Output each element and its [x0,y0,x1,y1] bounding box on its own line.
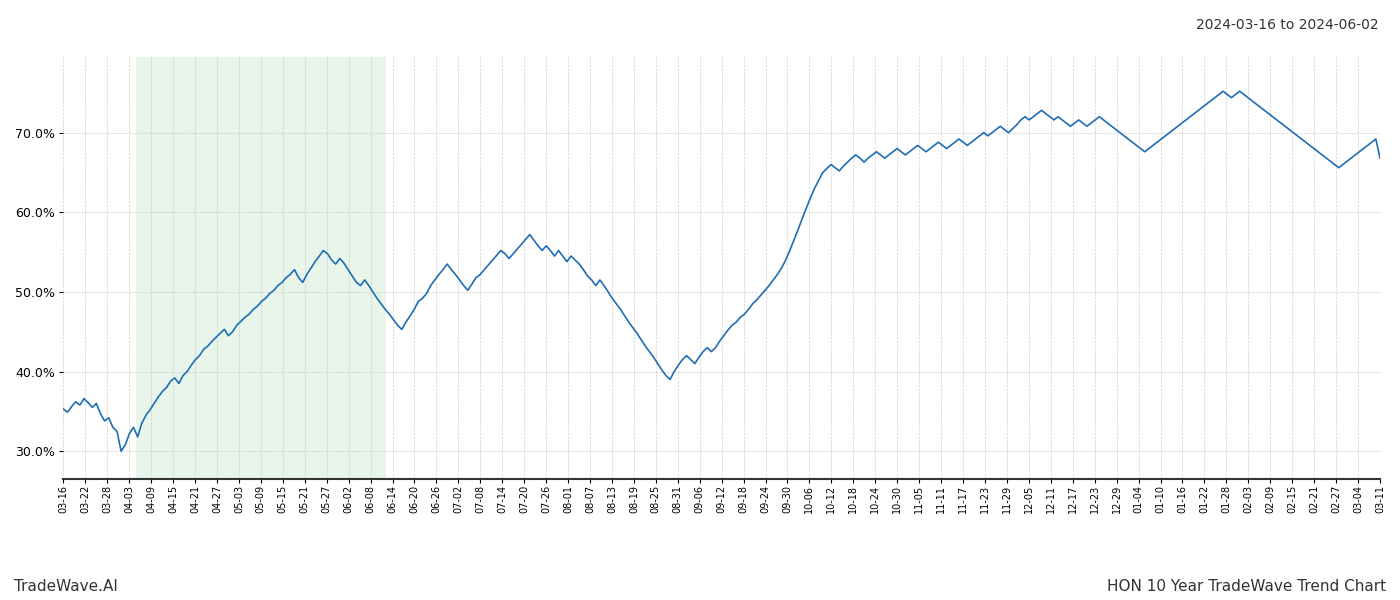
Text: TradeWave.AI: TradeWave.AI [14,579,118,594]
Text: 2024-03-16 to 2024-06-02: 2024-03-16 to 2024-06-02 [1197,18,1379,32]
Bar [136,57,386,479]
Text: HON 10 Year TradeWave Trend Chart: HON 10 Year TradeWave Trend Chart [1107,579,1386,594]
